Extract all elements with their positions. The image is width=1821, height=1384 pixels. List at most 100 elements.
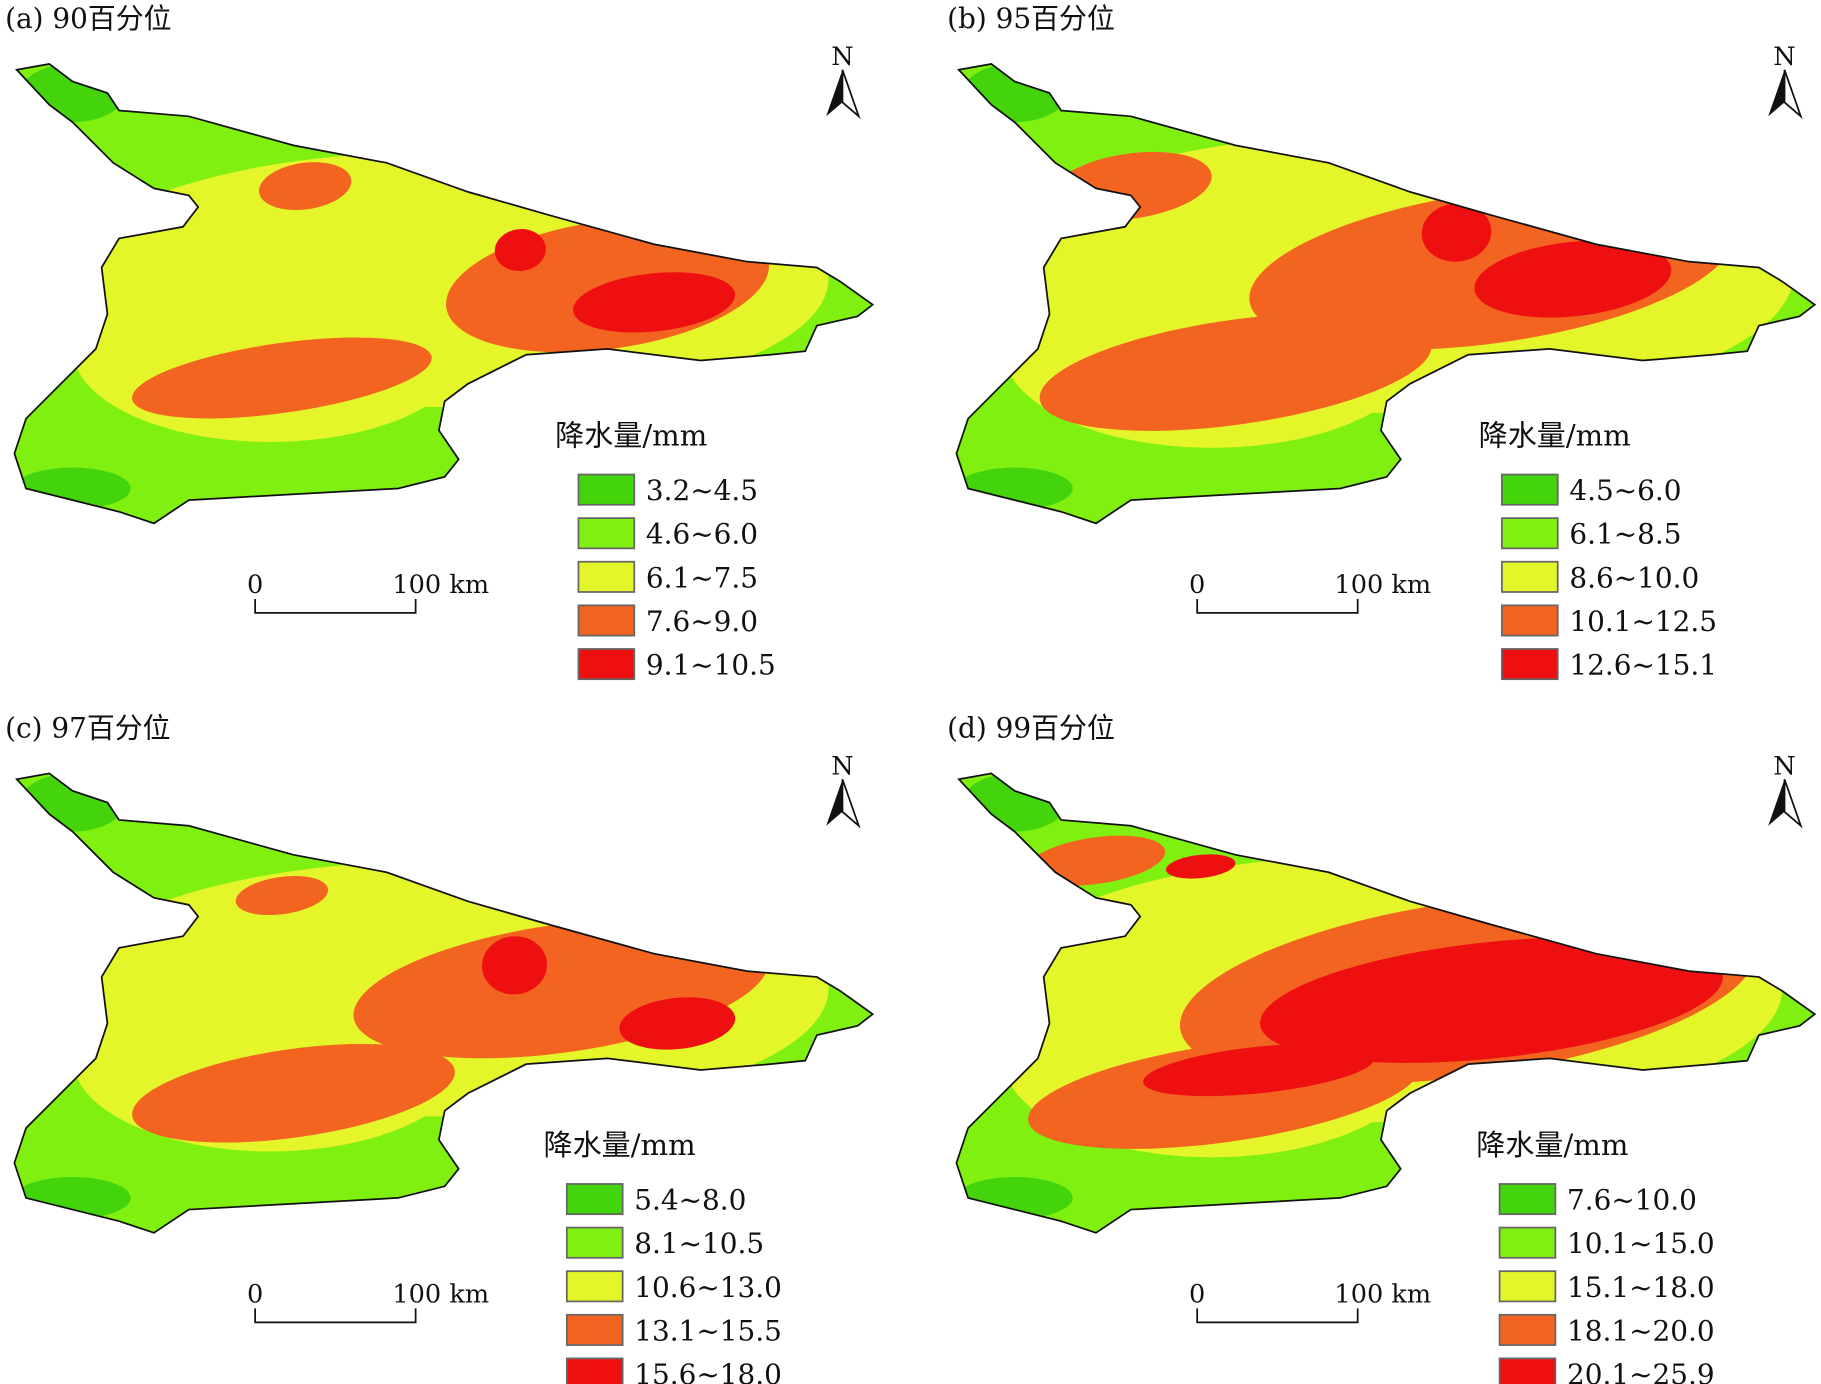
- class-4-region: [132, 1043, 455, 1143]
- north-arrow-left: [1768, 779, 1785, 826]
- legend-label: 10.1~15.0: [1567, 1227, 1715, 1260]
- scale-bar-start: 0: [1189, 570, 1205, 600]
- panel-title: (d) 99百分位: [947, 711, 1115, 744]
- legend-label: 7.6~9.0: [646, 605, 758, 638]
- legend-label: 3.2~4.5: [646, 474, 758, 507]
- class-5-region: [1143, 1043, 1375, 1097]
- scale-bar: [254, 598, 417, 614]
- class-4-region: [1039, 313, 1432, 431]
- legend-swatch: [565, 1226, 624, 1259]
- legend-label: 6.1~8.5: [1569, 518, 1681, 551]
- panel-title: (b) 95百分位: [947, 2, 1115, 35]
- panel-title: (c) 97百分位: [5, 711, 171, 744]
- class-4-region: [132, 337, 432, 419]
- precipitation-map: [956, 63, 1815, 524]
- legend: 降水量/mm 3.2~4.5 4.6~6.0 6.1~7.5 7.6~9.0 9.1~10…: [555, 418, 776, 681]
- legend-swatch: [565, 1357, 624, 1384]
- legend-label: 8.1~10.5: [634, 1227, 764, 1260]
- scale-bar: [254, 1308, 417, 1324]
- class-5-region: [1474, 240, 1672, 318]
- legend-swatch: [1501, 517, 1559, 550]
- scale-bar-end: 100 km: [1334, 570, 1431, 600]
- map-panel: (a) 90百分位 N 0 100 km 降水量/mm 3.2~4.5 4.6~6.0 6.1…: [5, 2, 874, 682]
- class-1-region: [956, 1176, 1073, 1219]
- legend-label: 15.1~18.0: [1567, 1271, 1715, 1304]
- legend-label: 12.6~15.1: [1569, 649, 1717, 682]
- legend-label: 13.1~15.5: [634, 1314, 782, 1347]
- north-arrow-left: [826, 779, 843, 826]
- class-4-region: [1026, 835, 1166, 886]
- north-arrow-left: [1768, 69, 1785, 117]
- legend-label: 6.1~7.5: [646, 561, 758, 594]
- legend-swatch: [1498, 1313, 1557, 1346]
- north-arrow-right: [1783, 778, 1803, 829]
- scale-bar-end: 100 km: [392, 1280, 489, 1310]
- legend-swatch: [1501, 473, 1559, 506]
- legend-label: 10.6~13.0: [634, 1271, 782, 1304]
- legend-swatch: [1501, 604, 1559, 637]
- legend-label: 7.6~10.0: [1567, 1184, 1697, 1217]
- north-label: N: [831, 42, 853, 72]
- north-arrow-right: [841, 778, 861, 829]
- north-arrow-icon: N: [826, 752, 861, 829]
- class-1-region: [14, 1176, 131, 1219]
- precipitation-map: [14, 63, 873, 524]
- legend-label: 9.1~10.5: [646, 649, 776, 682]
- legend-title: 降水量/mm: [1479, 418, 1631, 452]
- legend-label: 10.1~12.5: [1569, 605, 1717, 638]
- legend: 降水量/mm 4.5~6.0 6.1~8.5 8.6~10.0 10.1~12.5 12.…: [1479, 418, 1717, 681]
- north-arrow-icon: N: [1768, 42, 1803, 120]
- legend-label: 4.6~6.0: [646, 518, 758, 551]
- class-5-region: [1165, 854, 1236, 879]
- legend-swatch: [1498, 1357, 1557, 1384]
- north-label: N: [831, 752, 853, 782]
- class-5-region: [619, 997, 736, 1050]
- legend-label: 5.4~8.0: [634, 1184, 746, 1217]
- legend-swatch: [1498, 1226, 1557, 1259]
- legend-swatch: [1498, 1270, 1557, 1303]
- north-label: N: [1773, 42, 1795, 72]
- legend: 降水量/mm 7.6~10.0 10.1~15.0 15.1~18.0 18.1~20.…: [1476, 1128, 1715, 1384]
- north-label: N: [1773, 752, 1795, 782]
- class-1-region: [956, 467, 1073, 510]
- north-arrow-right: [1783, 69, 1803, 120]
- legend-swatch: [565, 1183, 624, 1216]
- class-4-region: [258, 162, 352, 211]
- class-5-region: [1260, 937, 1723, 1063]
- map-panel: (d) 99百分位 N 0 100 km 降水量/mm 7.6~10.0 10.1~15.0…: [947, 711, 1816, 1384]
- scale-bar-start: 0: [247, 1280, 263, 1310]
- legend-swatch: [577, 560, 636, 593]
- legend-swatch: [1501, 648, 1559, 681]
- legend-swatch: [577, 648, 636, 681]
- legend-label: 18.1~20.0: [1567, 1314, 1715, 1347]
- panel-title: (a) 90百分位: [5, 2, 172, 35]
- north-arrow-left: [826, 69, 843, 117]
- scale-bar-start: 0: [1189, 1280, 1205, 1310]
- legend-swatch: [577, 604, 636, 637]
- class-1-region: [20, 63, 125, 123]
- map-panel: (c) 97百分位 N 0 100 km 降水量/mm 5.4~8.0 8.1~10.5 10…: [5, 711, 874, 1384]
- class-1-region: [962, 773, 1067, 832]
- legend-swatch: [577, 473, 636, 506]
- north-arrow-icon: N: [826, 42, 861, 120]
- legend-swatch: [577, 517, 636, 550]
- scale-bar-start: 0: [247, 570, 263, 600]
- class-5-region: [494, 229, 546, 272]
- north-arrow-right: [841, 69, 861, 120]
- legend-label: 4.5~6.0: [1569, 474, 1681, 507]
- class-1-region: [14, 467, 131, 510]
- class-5-region: [481, 936, 548, 995]
- legend-swatch: [1498, 1183, 1557, 1216]
- north-arrow-icon: N: [1768, 752, 1803, 829]
- precipitation-map: [14, 773, 873, 1233]
- class-1-region: [20, 773, 125, 832]
- scale-bar: [1196, 1308, 1359, 1324]
- precipitation-map: [956, 773, 1815, 1233]
- legend-swatch: [1501, 560, 1559, 593]
- legend-swatch: [565, 1270, 624, 1303]
- class-5-region: [573, 272, 736, 333]
- class-5-region: [1421, 203, 1492, 262]
- legend-swatch: [565, 1313, 624, 1346]
- legend-label: 8.6~10.0: [1569, 561, 1699, 594]
